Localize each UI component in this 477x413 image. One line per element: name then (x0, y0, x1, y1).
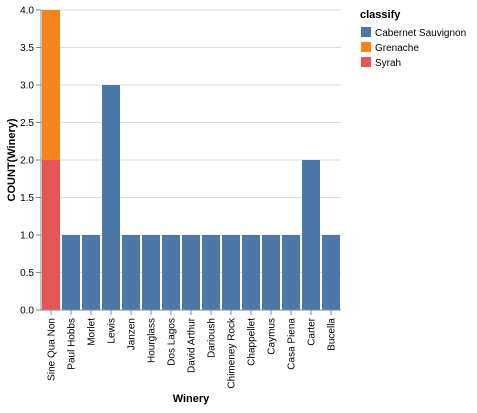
bar-bucella-cabernet-sauvignon (322, 235, 340, 310)
x-axis-title: Winery (173, 393, 210, 405)
x-tick-label: Casa Piena (287, 318, 298, 370)
y-tick-label: 0.0 (20, 306, 34, 317)
legend: classify Cabernet Sauvignon Grenache Syrah (360, 9, 466, 69)
y-tick-label: 1.5 (20, 193, 34, 204)
bar-janzen-cabernet-sauvignon (122, 235, 140, 310)
x-tick-label: Darioush (207, 318, 218, 358)
y-tick-label: 4.0 (20, 6, 34, 17)
bar-carter-cabernet-sauvignon (302, 160, 320, 310)
legend-swatch-grenache (361, 42, 371, 52)
x-tick-label: Chappellet (247, 318, 258, 366)
x-tick-label: Dos Lagos (167, 318, 178, 366)
y-tick-label: 3.0 (20, 81, 34, 92)
x-tick-label: Lewis (107, 318, 118, 344)
x-tick-label: Paul Hobbs (67, 318, 78, 370)
bar-david-arthur-cabernet-sauvignon (182, 235, 200, 310)
bar-lewis-cabernet-sauvignon (102, 85, 120, 310)
legend-items: Cabernet Sauvignon Grenache Syrah (361, 27, 466, 69)
legend-swatch-cabernet-sauvignon (361, 27, 371, 37)
bar-darioush-cabernet-sauvignon (202, 235, 220, 310)
y-axis-title: COUNT(Winery) (6, 118, 18, 201)
bar-paul-hobbs-cabernet-sauvignon (62, 235, 80, 310)
x-tick-label: Carter (307, 317, 318, 345)
bar-layer (42, 10, 340, 310)
bar-chappellet-cabernet-sauvignon (242, 235, 260, 310)
x-tick-label: Sine Qua Non (47, 318, 58, 381)
legend-label-cabernet-sauvignon: Cabernet Sauvignon (375, 28, 466, 39)
axis-layer: 0.0 0.5 1.0 1.5 2.0 2.5 3.0 3.5 4.0 Sine Qua Non P… (20, 6, 341, 389)
x-tick-label: Janzen (127, 318, 138, 350)
bar-dos-lagos-cabernet-sauvignon (162, 235, 180, 310)
bar-chimeney-rock-cabernet-sauvignon (222, 235, 240, 310)
x-tick-label: David Arthur (187, 317, 198, 373)
legend-label-grenache: Grenache (375, 43, 419, 54)
y-tick-label: 2.0 (20, 156, 34, 167)
x-tick-label: Bucella (327, 318, 338, 351)
bar-casa-piena-cabernet-sauvignon (282, 235, 300, 310)
x-tick-label: Hourglass (147, 318, 158, 363)
y-tick-label: 1.0 (20, 231, 34, 242)
x-tick-label: Morlet (87, 318, 98, 346)
bar-hourglass-cabernet-sauvignon (142, 235, 160, 310)
bar-caymus-cabernet-sauvignon (262, 235, 280, 310)
y-tick-label: 2.5 (20, 118, 34, 129)
bar-morlet-cabernet-sauvignon (82, 235, 100, 310)
legend-label-syrah: Syrah (375, 58, 401, 69)
x-tick-label: Caymus (267, 318, 278, 355)
legend-swatch-syrah (361, 57, 371, 67)
bar-sine-qua-non-syrah (42, 160, 60, 310)
x-tick-label: Chimeney Rock (227, 317, 238, 389)
legend-title: classify (360, 9, 401, 21)
y-tick-label: 3.5 (20, 43, 34, 54)
y-tick-label: 0.5 (20, 268, 34, 279)
bar-sine-qua-non-grenache (42, 10, 60, 160)
